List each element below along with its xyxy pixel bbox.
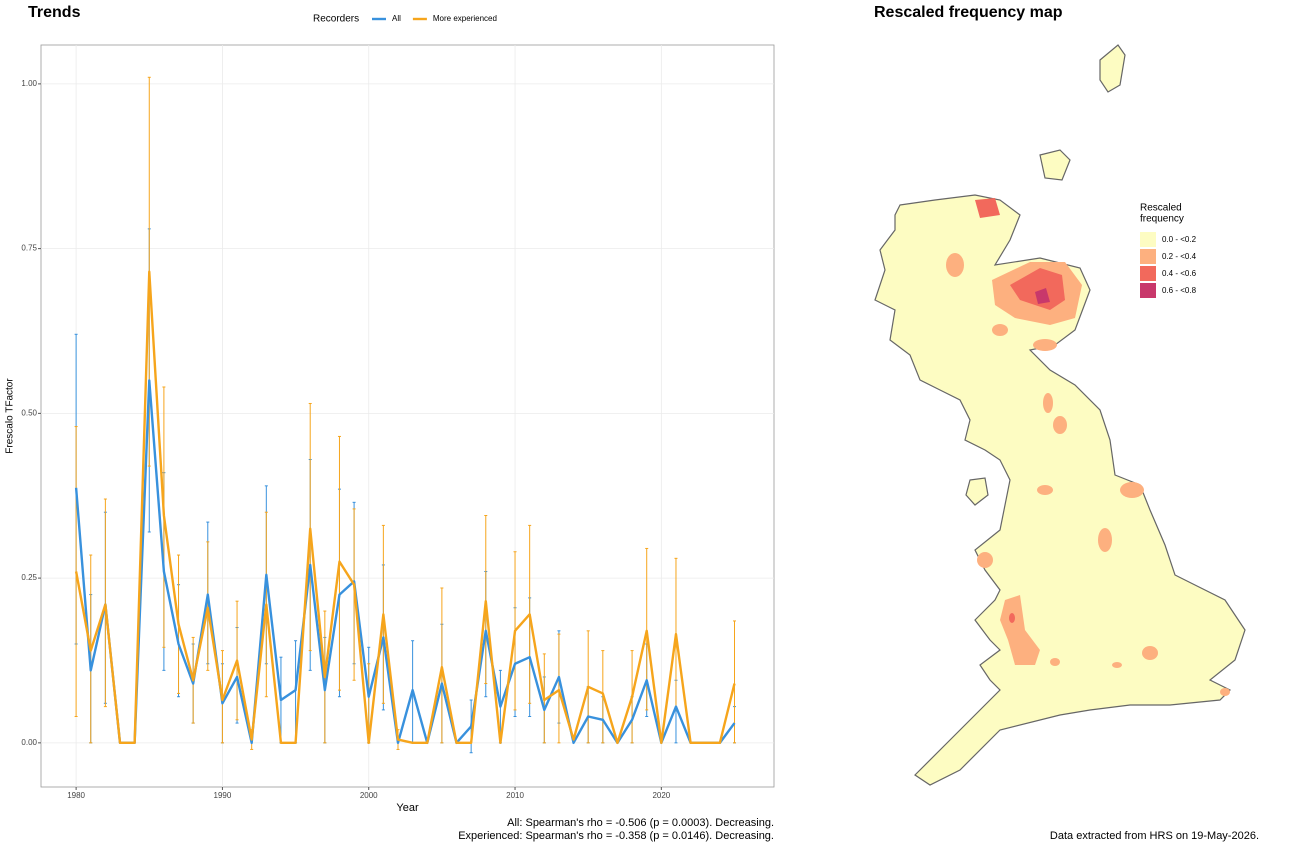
annotation: Experienced: Spearman's rho = -0.358 (p …	[458, 830, 774, 842]
error-bar	[206, 541, 210, 671]
x-tick-label: 1990	[214, 791, 232, 800]
chart-title: Rescaled frequency map	[874, 4, 1063, 21]
legend-title: Rescaled	[1140, 203, 1182, 214]
patch	[1098, 528, 1112, 552]
island	[1039, 149, 1071, 181]
series-line	[74, 270, 736, 745]
x-tick-label: 2020	[652, 791, 670, 800]
y-tick-label: 0.75	[21, 244, 37, 253]
legend-swatch	[1140, 232, 1156, 247]
patch	[1112, 662, 1122, 668]
patch	[1033, 339, 1057, 351]
series-line	[74, 379, 736, 745]
legend-swatch	[1140, 283, 1156, 298]
legend-label: All	[392, 14, 401, 23]
island	[965, 477, 989, 506]
chart-title: Trends	[28, 4, 81, 21]
y-tick-label: 0.50	[21, 408, 37, 417]
y-axis-label: Frescalo TFactor	[5, 378, 16, 454]
patch	[946, 253, 964, 277]
error-bar	[74, 426, 78, 717]
error-bar	[484, 515, 488, 685]
patch	[977, 552, 993, 568]
legend-label: 0.4 - <0.6	[1162, 269, 1197, 278]
legend-label: 0.6 - <0.8	[1162, 286, 1197, 295]
x-tick-label: 2000	[360, 791, 378, 800]
annotation: All: Spearman's rho = -0.506 (p = 0.0003…	[507, 817, 774, 829]
patch	[1009, 613, 1015, 623]
legend-label: 0.2 - <0.4	[1162, 252, 1197, 261]
map-patches	[946, 198, 1230, 696]
patch	[1053, 416, 1067, 434]
x-tick-label: 1980	[67, 791, 85, 800]
legend-swatch	[1140, 266, 1156, 281]
legend-swatch	[1140, 249, 1156, 264]
legend-label: 0.0 - <0.2	[1162, 235, 1197, 244]
patch	[1000, 595, 1040, 665]
legend-title: frequency	[1140, 214, 1184, 225]
patch	[1035, 288, 1050, 304]
error-bar	[103, 498, 107, 708]
y-tick-label: 0.00	[21, 738, 37, 747]
x-axis-label: Year	[396, 802, 419, 814]
error-bar	[557, 633, 561, 744]
y-tick-label: 1.00	[21, 79, 37, 88]
patch	[1142, 646, 1158, 660]
patch	[1037, 485, 1053, 495]
patch	[1050, 658, 1060, 666]
error-bar	[440, 587, 444, 744]
patch	[1043, 393, 1053, 413]
island	[1099, 44, 1126, 93]
patch	[975, 198, 1000, 218]
x-tick-label: 2010	[506, 791, 524, 800]
legend-label: More experienced	[433, 14, 497, 23]
plot-panel	[40, 44, 775, 788]
legend-title: Recorders	[313, 14, 359, 25]
patch	[1220, 688, 1230, 696]
error-bar	[732, 620, 736, 744]
error-bar	[308, 402, 312, 652]
patch	[992, 324, 1008, 336]
patch	[1010, 268, 1065, 310]
patch	[1120, 482, 1144, 498]
data-note: Data extracted from HRS on 19-May-2026.	[1050, 830, 1259, 842]
y-tick-label: 0.25	[21, 573, 37, 582]
